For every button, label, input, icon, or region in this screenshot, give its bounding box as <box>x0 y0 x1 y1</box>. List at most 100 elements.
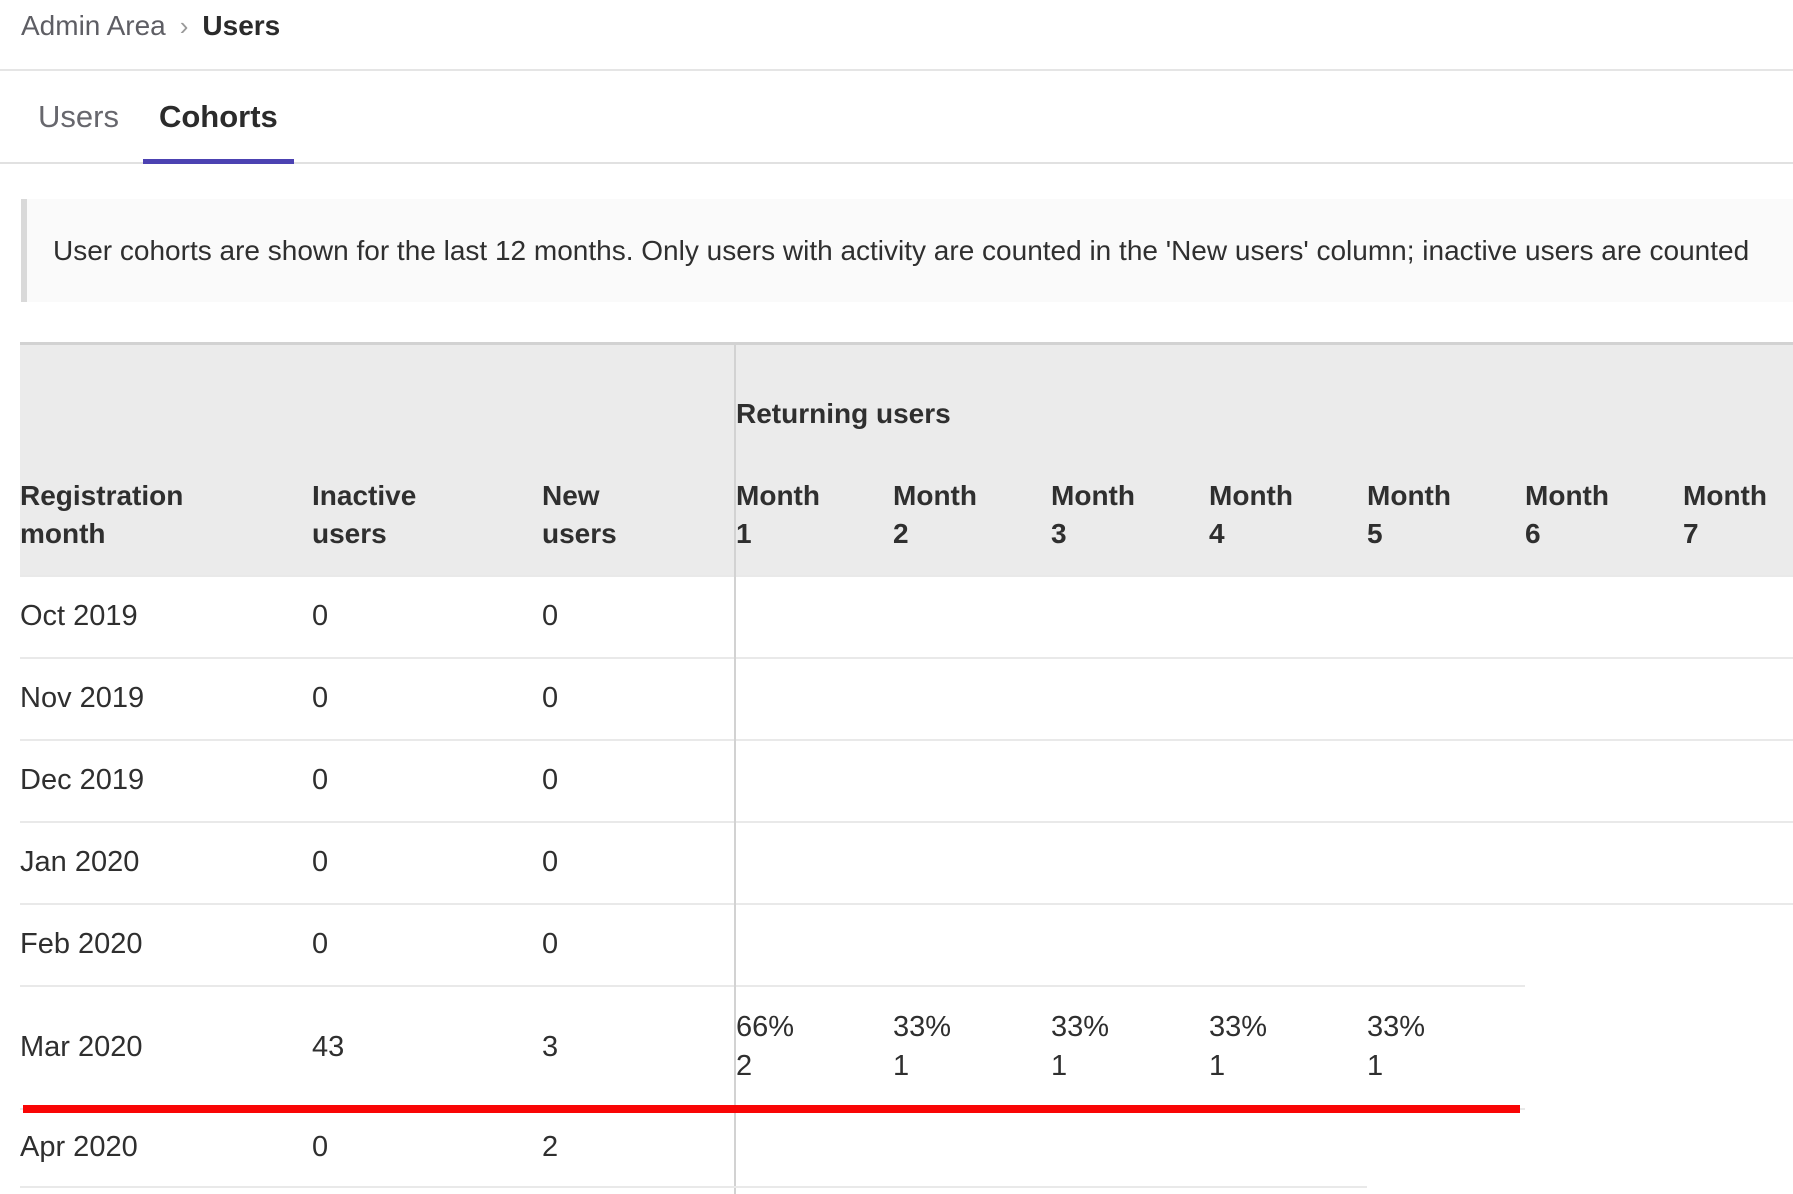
column-header-new-users: New users <box>542 455 736 576</box>
registration-month-cell <box>20 1187 312 1194</box>
column-header-registration-month: Registration month <box>20 455 312 576</box>
info-banner: User cohorts are shown for the last 12 m… <box>21 199 1793 302</box>
returning-month-2-cell <box>893 656 1052 740</box>
returning-month-5-cell <box>1367 574 1526 658</box>
returning-month-7-cell <box>1683 1187 1793 1194</box>
breadcrumb-separator-icon: › <box>179 11 189 41</box>
returning-month-3-cell <box>1051 902 1210 986</box>
returning-month-3-cell <box>1051 1187 1209 1194</box>
cohort-row: Apr 2020 0 2 <box>20 1108 1793 1188</box>
returning-month-6-cell <box>1525 1187 1683 1194</box>
returning-month-6-cell <box>1525 738 1684 822</box>
returning-month-3-cell: 33% 1 <box>1051 984 1210 1110</box>
returning-month-1-cell <box>734 1186 894 1194</box>
returning-month-1-cell <box>734 574 894 658</box>
returning-month-1-cell <box>734 902 894 986</box>
inactive-users-cell: 0 <box>312 820 542 904</box>
returning-month-7-cell <box>1683 738 1793 822</box>
returning-count: 2 <box>736 1050 753 1082</box>
inactive-users-cell: 0 <box>312 1108 542 1188</box>
returning-users-group-header: Returning users <box>734 342 1793 456</box>
new-users-cell: 0 <box>542 738 736 822</box>
breadcrumb: Admin Area › Users <box>0 0 1793 71</box>
registration-month-cell: Dec 2019 <box>20 738 312 822</box>
new-users-cell: 3 <box>542 984 736 1110</box>
returning-month-6-cell <box>1525 656 1684 740</box>
returning-month-5-cell <box>1367 656 1526 740</box>
returning-month-7-cell <box>1683 574 1793 658</box>
new-users-cell: 0 <box>542 656 736 740</box>
registration-month-cell: Jan 2020 <box>20 820 312 904</box>
returning-month-1-cell <box>734 1108 894 1188</box>
returning-month-2-cell <box>893 820 1052 904</box>
tab-bar: Users Cohorts <box>0 71 1793 164</box>
returning-month-4-cell <box>1209 1108 1368 1188</box>
inactive-users-cell: 0 <box>312 656 542 740</box>
returning-month-4-cell <box>1209 656 1368 740</box>
returning-month-2-cell <box>893 738 1052 822</box>
returning-month-7-cell <box>1683 902 1793 986</box>
cohort-row-partial <box>20 1186 1793 1194</box>
inactive-users-cell: 0 <box>312 574 542 658</box>
breadcrumb-item-admin-area[interactable]: Admin Area <box>21 10 166 41</box>
tab-users[interactable]: Users <box>38 98 119 134</box>
registration-month-cell: Feb 2020 <box>20 902 312 986</box>
cohort-row: Mar 2020 43 3 66% 2 33% 1 33% 1 33% 1 33% 1 <box>20 984 1793 1110</box>
tab-cohorts[interactable]: Cohorts <box>142 71 294 164</box>
column-header-month-7: Month 7 <box>1683 455 1793 576</box>
returning-month-2-cell <box>893 574 1052 658</box>
column-header-month-4: Month 4 <box>1209 455 1368 576</box>
cohorts-table-body: Oct 2019 0 0 Nov 2019 0 0 Dec 2019 0 0 Jan 2020 0 0… <box>20 574 1793 1194</box>
returning-month-5-cell <box>1367 738 1526 822</box>
registration-month-cell: Oct 2019 <box>20 574 312 658</box>
inactive-users-cell: 0 <box>312 738 542 822</box>
registration-month-cell: Mar 2020 <box>20 984 312 1110</box>
returning-month-4-cell: 33% 1 <box>1209 984 1368 1110</box>
cohort-row: Feb 2020 0 0 <box>20 902 1793 986</box>
new-users-cell: 0 <box>542 574 736 658</box>
returning-count: 1 <box>1209 1050 1226 1082</box>
cohorts-table-header: Returning users Registration month Inactive… <box>20 342 1793 576</box>
header-group-spacer <box>20 342 736 456</box>
returning-count: 1 <box>1051 1050 1068 1082</box>
new-users-cell: 2 <box>542 1108 736 1188</box>
cohort-row: Nov 2019 0 0 <box>20 656 1793 740</box>
cohorts-table-wrap: Returning users Registration month Inactive… <box>20 342 1793 1194</box>
returning-percent: 33% <box>1367 1011 1426 1043</box>
returning-month-4-cell <box>1209 820 1368 904</box>
header-group-row: Returning users <box>20 342 1793 456</box>
returning-month-4-cell <box>1209 738 1368 822</box>
column-header-month-6: Month 6 <box>1525 455 1684 576</box>
column-header-month-1: Month 1 <box>734 455 894 576</box>
returning-month-3-cell <box>1051 820 1210 904</box>
column-header-inactive-users: Inactive users <box>312 455 542 576</box>
returning-percent: 33% <box>1209 1011 1268 1043</box>
returning-month-2-cell: 33% 1 <box>893 984 1052 1110</box>
returning-month-3-cell <box>1051 656 1210 740</box>
new-users-cell <box>542 1187 735 1194</box>
breadcrumb-item-users: Users <box>202 10 281 41</box>
returning-month-1-cell <box>734 738 894 822</box>
returning-month-1-cell: 66% 2 <box>734 984 894 1110</box>
returning-month-7-cell <box>1683 656 1793 740</box>
highlight-underline-annotation <box>23 1105 1520 1113</box>
new-users-cell: 0 <box>542 902 736 986</box>
returning-month-5-cell <box>1367 1187 1525 1194</box>
inactive-users-cell <box>312 1187 542 1194</box>
returning-month-6-cell <box>1525 574 1684 658</box>
registration-month-cell: Nov 2019 <box>20 656 312 740</box>
new-users-cell: 0 <box>542 820 736 904</box>
column-header-month-2: Month 2 <box>893 455 1052 576</box>
inactive-users-cell: 0 <box>312 902 542 986</box>
returning-month-2-cell <box>893 902 1052 986</box>
info-banner-text: User cohorts are shown for the last 12 m… <box>53 234 1750 266</box>
cohort-row: Jan 2020 0 0 <box>20 820 1793 904</box>
returning-month-7-cell <box>1683 820 1793 904</box>
returning-count: 1 <box>893 1050 910 1082</box>
cohort-row: Oct 2019 0 0 <box>20 574 1793 658</box>
returning-month-5-cell <box>1367 902 1526 986</box>
returning-month-2-cell <box>893 1187 1051 1194</box>
returning-month-4-cell <box>1209 1187 1367 1194</box>
returning-month-4-cell <box>1209 574 1368 658</box>
returning-month-6-cell <box>1525 902 1684 986</box>
